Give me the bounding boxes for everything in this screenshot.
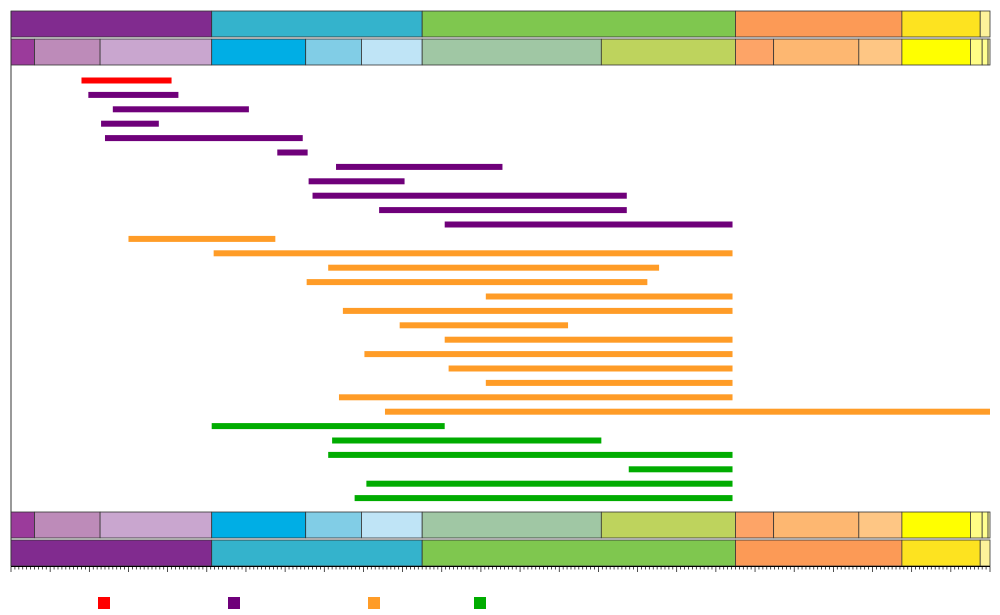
range-bar-series3-10: [448, 365, 733, 372]
legend-swatch-3: [368, 597, 380, 609]
top-epoch-segment-15: [987, 38, 991, 66]
range-bar-series4-1: [211, 423, 445, 430]
bottom-epoch-segment-11: [858, 511, 903, 539]
range-bar-series2-7: [308, 178, 405, 185]
range-bar-series3-7: [399, 322, 569, 329]
legend-swatch-1: [98, 597, 110, 609]
bottom-period-band: [10, 539, 991, 567]
top-epoch-segment-9: [735, 38, 775, 66]
bottom-epoch-segment-10: [773, 511, 860, 539]
range-bars: [10, 11, 990, 566]
range-bar-series3-8: [444, 336, 733, 343]
top-epoch-segment-13: [970, 38, 983, 66]
bottom-epoch-segment-5: [305, 511, 362, 539]
legend-swatch-2: [228, 597, 240, 609]
range-bar-series3-4: [306, 279, 648, 286]
legend-swatch-4: [474, 597, 486, 609]
top-epoch-segment-4: [211, 38, 307, 66]
bottom-epoch-band: [10, 511, 991, 539]
bottom-period-segment-1: [10, 539, 213, 567]
range-bar-series3-11: [485, 379, 733, 386]
range-bar-series2-1: [88, 91, 179, 98]
range-bar-series4-3: [328, 451, 733, 458]
range-bar-series3-3: [328, 264, 660, 271]
bottom-epoch-segment-15: [987, 511, 991, 539]
bottom-epoch-segment-7: [421, 511, 602, 539]
range-bar-series4-2: [332, 437, 602, 444]
top-epoch-band: [10, 38, 991, 66]
top-period-segment-6: [979, 10, 991, 38]
range-bar-series3-2: [213, 250, 733, 257]
range-bar-series2-4: [104, 135, 303, 142]
range-bar-series2-3: [101, 120, 159, 127]
top-epoch-segment-12: [901, 38, 971, 66]
bottom-period-segment-3: [421, 539, 736, 567]
top-period-segment-3: [421, 10, 736, 38]
top-period-segment-2: [211, 10, 423, 38]
bottom-period-segment-4: [735, 539, 903, 567]
top-epoch-segment-7: [421, 38, 602, 66]
range-bar-series1-1: [81, 77, 172, 84]
range-bar-series3-9: [364, 351, 733, 358]
range-bar-series2-9: [379, 207, 627, 214]
top-epoch-segment-14: [981, 38, 989, 66]
range-bar-series3-5: [485, 293, 733, 300]
range-bar-series2-5: [277, 149, 308, 156]
top-epoch-segment-10: [773, 38, 860, 66]
range-bar-series3-12: [338, 394, 733, 401]
range-bar-series2-10: [444, 221, 733, 228]
top-period-band: [10, 10, 991, 38]
bottom-period-segment-2: [211, 539, 423, 567]
top-epoch-segment-8: [600, 38, 736, 66]
range-bar-series3-6: [342, 307, 733, 314]
range-bar-series4-6: [354, 495, 733, 502]
range-bar-series4-5: [366, 480, 733, 487]
top-epoch-segment-11: [858, 38, 903, 66]
bottom-epoch-segment-8: [600, 511, 736, 539]
top-epoch-segment-2: [34, 38, 101, 66]
bottom-epoch-segment-12: [901, 511, 971, 539]
top-period-segment-5: [901, 10, 981, 38]
top-period-segment-4: [735, 10, 903, 38]
bottom-epoch-segment-1: [10, 511, 35, 539]
bottom-epoch-segment-6: [361, 511, 423, 539]
x-axis: [10, 566, 991, 572]
top-epoch-segment-3: [99, 38, 213, 66]
range-bar-series2-2: [112, 106, 249, 113]
range-bar-series2-6: [336, 163, 503, 170]
top-epoch-segment-1: [10, 38, 35, 66]
top-epoch-segment-5: [305, 38, 362, 66]
bottom-period-segment-6: [979, 539, 991, 567]
bottom-period-segment-5: [901, 539, 981, 567]
top-period-segment-1: [10, 10, 213, 38]
legend: [98, 597, 486, 609]
range-bar-series3-1: [128, 235, 276, 242]
range-bar-series4-4: [628, 466, 733, 473]
range-bar-series2-8: [312, 192, 627, 199]
range-bar-series3-13: [384, 408, 990, 415]
bottom-epoch-segment-9: [735, 511, 775, 539]
top-epoch-segment-6: [361, 38, 423, 66]
bottom-epoch-segment-4: [211, 511, 307, 539]
bottom-epoch-segment-3: [99, 511, 213, 539]
bottom-epoch-segment-13: [970, 511, 983, 539]
bottom-epoch-segment-2: [34, 511, 101, 539]
bottom-epoch-segment-14: [981, 511, 989, 539]
